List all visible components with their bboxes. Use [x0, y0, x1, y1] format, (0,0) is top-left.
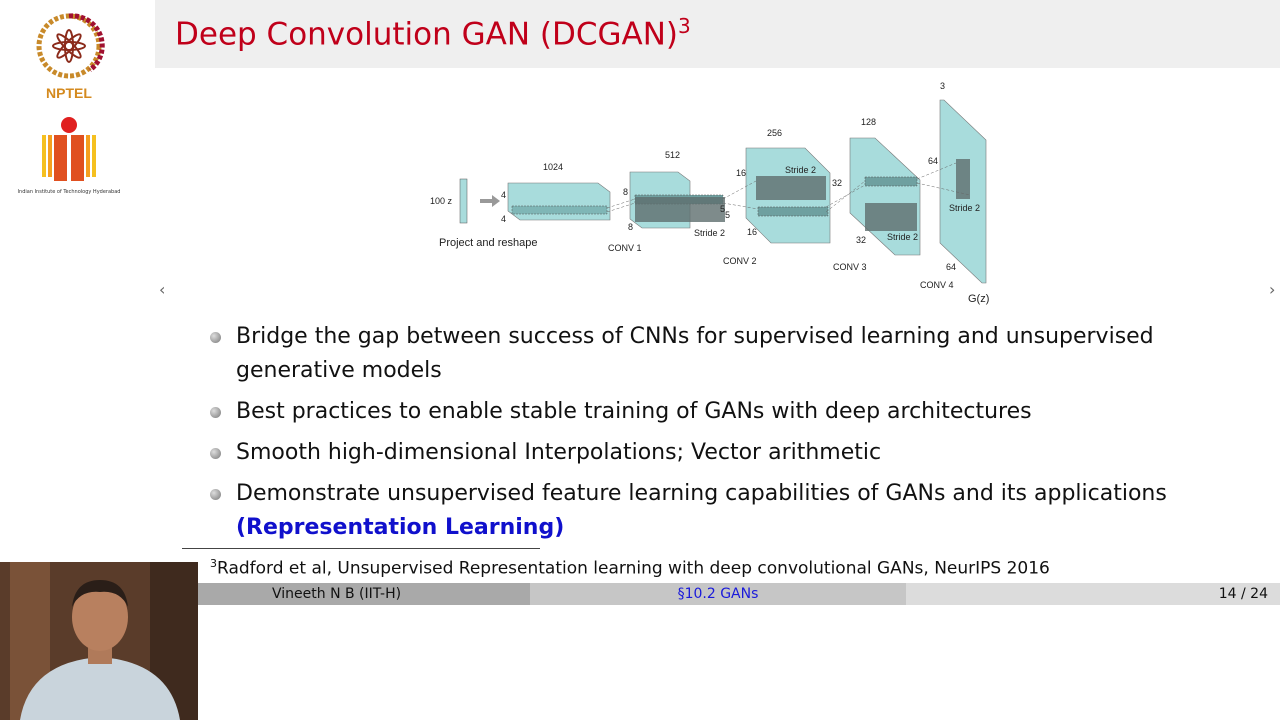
bullet-icon — [210, 407, 221, 418]
svg-text:100 z: 100 z — [430, 196, 453, 206]
svg-text:256: 256 — [767, 128, 782, 138]
svg-text:Stride 2: Stride 2 — [887, 232, 918, 242]
svg-text:32: 32 — [832, 178, 842, 188]
svg-text:Stride 2: Stride 2 — [694, 228, 725, 238]
svg-text:64: 64 — [946, 262, 956, 272]
bullet-icon — [210, 489, 221, 500]
slide-footer: Vineeth N B (IIT-H) §10.2 GANs 14 / 24 — [198, 583, 1280, 605]
footer-section-link[interactable]: §10.2 GANs — [530, 583, 906, 605]
svg-text:Stride 2: Stride 2 — [949, 203, 980, 213]
bullet-list: Bridge the gap between success of CNNs f… — [208, 320, 1208, 552]
svg-text:512: 512 — [665, 150, 680, 160]
footnote-rule — [182, 548, 540, 549]
dcgan-architecture-diagram: 100 z Project and reshape 1024 4 4 512 8 8… — [430, 81, 989, 305]
nptel-logo: NPTEL Indian Institute of Technology Hyd… — [18, 13, 121, 195]
svg-text:8: 8 — [628, 222, 633, 232]
svg-text:4: 4 — [501, 214, 506, 224]
svg-text:Stride 2: Stride 2 — [785, 165, 816, 175]
slide-title: Deep Convolution GAN (DCGAN)3 — [175, 14, 691, 53]
bullet-item: Smooth high-dimensional Interpolations; … — [208, 436, 1208, 470]
bullet-icon — [210, 332, 221, 343]
presenter-webcam — [0, 562, 198, 720]
svg-text:1024: 1024 — [543, 162, 563, 172]
bullet-item: Best practices to enable stable training… — [208, 395, 1208, 429]
svg-text:CONV 3: CONV 3 — [833, 262, 867, 272]
svg-text:5: 5 — [725, 210, 730, 220]
svg-text:NPTEL: NPTEL — [46, 85, 92, 101]
block-1024 — [507, 182, 611, 221]
svg-text:4: 4 — [501, 190, 506, 200]
svg-text:3: 3 — [940, 81, 945, 91]
footer-author: Vineeth N B (IIT-H) — [198, 583, 530, 605]
svg-text:Indian Institute of Technology: Indian Institute of Technology Hyderabad — [18, 189, 121, 195]
svg-text:128: 128 — [861, 117, 876, 127]
svg-text:32: 32 — [856, 235, 866, 245]
svg-text:Project and reshape: Project and reshape — [439, 237, 537, 249]
bullet-item: Demonstrate unsupervised feature learnin… — [208, 477, 1208, 545]
svg-text:16: 16 — [747, 227, 757, 237]
logo-sidebar: NPTEL Indian Institute of Technology Hyd… — [0, 0, 155, 560]
highlight-text: (Representation Learning) — [236, 515, 565, 540]
footnote: 3Radford et al, Unsupervised Representat… — [210, 557, 1050, 579]
arrow-icon — [480, 195, 500, 207]
svg-text:64: 64 — [928, 156, 938, 166]
prev-slide-button[interactable]: ‹ — [159, 280, 166, 299]
svg-text:CONV 2: CONV 2 — [723, 256, 757, 266]
next-slide-button[interactable]: › — [1269, 280, 1276, 299]
svg-text:5: 5 — [720, 204, 725, 214]
svg-text:CONV 1: CONV 1 — [608, 243, 642, 253]
svg-text:16: 16 — [736, 168, 746, 178]
svg-text:8: 8 — [623, 187, 628, 197]
svg-text:G(z): G(z) — [968, 293, 989, 305]
title-bar: Deep Convolution GAN (DCGAN)3 — [155, 0, 1280, 68]
footer-page-number: 14 / 24 — [906, 583, 1280, 605]
bullet-item: Bridge the gap between success of CNNs f… — [208, 320, 1208, 388]
z-vector — [459, 178, 468, 224]
bullet-icon — [210, 448, 221, 459]
svg-text:CONV 4: CONV 4 — [920, 280, 954, 290]
